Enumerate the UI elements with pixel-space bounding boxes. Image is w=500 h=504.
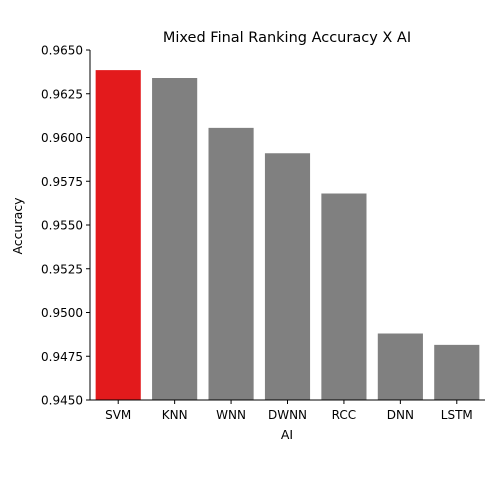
bar-lstm bbox=[434, 344, 480, 400]
y-tick-label: 0.9500 bbox=[41, 306, 83, 320]
x-tick-label: KNN bbox=[162, 408, 188, 422]
y-tick-label: 0.9650 bbox=[41, 44, 83, 58]
bar-svm bbox=[95, 70, 141, 401]
x-tick-label: WNN bbox=[216, 408, 246, 422]
bar-wnn bbox=[208, 127, 254, 401]
x-tick-label: DNN bbox=[387, 408, 414, 422]
x-tick-label: SVM bbox=[105, 408, 131, 422]
bar-dwnn bbox=[264, 153, 311, 400]
y-tick-label: 0.9550 bbox=[41, 219, 83, 233]
x-axis: SVM KNN WNN DWNN RCC DNN LSTM bbox=[90, 399, 485, 422]
y-tick-label: 0.9450 bbox=[41, 394, 83, 408]
bar-rcc bbox=[321, 193, 367, 400]
x-tick-label: DWNN bbox=[268, 408, 307, 422]
bar-dnn bbox=[377, 333, 423, 400]
y-axis-label: Accuracy bbox=[10, 197, 25, 255]
x-axis-label: AI bbox=[281, 427, 293, 442]
chart-title: Mixed Final Ranking Accuracy X AI bbox=[163, 30, 411, 46]
x-tick-label: LSTM bbox=[441, 408, 473, 422]
y-tick-label: 0.9525 bbox=[41, 262, 83, 276]
y-tick-label: 0.9600 bbox=[41, 131, 83, 145]
bars-layer bbox=[95, 70, 480, 401]
x-tick-label: RCC bbox=[332, 408, 357, 422]
bar-knn bbox=[152, 78, 198, 400]
y-tick-label: 0.9575 bbox=[41, 175, 83, 189]
y-tick-label: 0.9625 bbox=[41, 87, 83, 101]
y-tick-label: 0.9475 bbox=[41, 350, 83, 364]
y-axis: 0.9450 0.9475 0.9500 0.9525 0.9550 0.9575 0.96… bbox=[41, 44, 91, 408]
